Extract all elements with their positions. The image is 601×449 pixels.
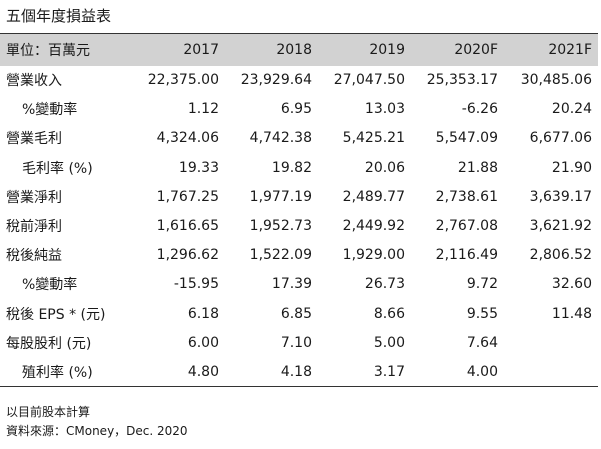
row-value-2018: 19.82 <box>271 159 312 176</box>
row-value-2019: 2,449.92 <box>342 218 405 235</box>
footnotes: 以目前股本計算 資料來源：CMoney，Dec. 2020 <box>6 403 188 441</box>
row-label: 稅後 EPS * (元) <box>6 306 106 323</box>
row-value-2021f: 20.24 <box>551 101 592 118</box>
table-row: 每股股利 (元) 6.00 7.10 5.00 7.64 <box>0 328 598 357</box>
income-statement-table: 單位：百萬元 2017 2018 2019 2020F 2021F 營業收入 22… <box>0 33 598 388</box>
row-value-2019: 20.06 <box>364 159 405 176</box>
table-row: 稅後 EPS * (元) 6.18 6.85 8.66 9.55 11.48 <box>0 299 598 328</box>
row-value-2021f: 32.60 <box>551 276 592 293</box>
row-value-2019: 8.66 <box>373 305 405 322</box>
table-row: 稅前淨利 1,616.65 1,952.73 2,449.92 2,767.08 3,62… <box>0 211 598 240</box>
table-row: 殖利率 (%) 4.80 4.18 3.17 4.00 <box>0 357 598 388</box>
row-value-2017: 22,375.00 <box>147 72 219 89</box>
header-2018: 2018 <box>225 33 318 66</box>
row-value-2017: 4.80 <box>132 357 225 388</box>
footnote-share-capital: 以目前股本計算 <box>6 405 91 419</box>
row-value-2020f: 7.64 <box>466 334 498 351</box>
income-statement-table-wrap: 單位：百萬元 2017 2018 2019 2020F 2021F 營業收入 22… <box>0 33 598 388</box>
row-label: 稅後純益 <box>6 248 62 265</box>
row-value-2021f: 3,639.17 <box>529 188 592 205</box>
row-value-2020f: 5,547.09 <box>435 130 498 147</box>
row-value-2020f: 2,116.49 <box>435 247 498 264</box>
row-value-2018: 1,977.19 <box>249 188 312 205</box>
row-value-2017: 1,296.62 <box>156 247 219 264</box>
row-value-2017: -15.95 <box>173 276 219 293</box>
table-row: 毛利率 (%) 19.33 19.82 20.06 21.88 21.90 <box>0 153 598 182</box>
row-label: %變動率 <box>22 102 78 119</box>
row-value-2017: 4,324.06 <box>156 130 219 147</box>
header-2020f: 2020F <box>411 33 504 66</box>
row-value-2021f: 11.48 <box>551 305 592 322</box>
row-value-2018: 6.95 <box>280 101 312 118</box>
row-value-2021f: 21.90 <box>551 159 592 176</box>
row-value-2018: 23,929.64 <box>240 72 312 89</box>
row-value-2018: 6.85 <box>280 305 312 322</box>
row-value-2017: 6.00 <box>187 334 219 351</box>
row-value-2017: 6.18 <box>187 305 219 322</box>
row-label: 營業收入 <box>6 73 62 90</box>
row-label: 稅前淨利 <box>6 219 62 236</box>
row-value-2017: 1.12 <box>187 101 219 118</box>
row-value-2019: 5.00 <box>373 334 405 351</box>
row-value-2018: 1,522.09 <box>249 247 312 264</box>
row-value-2021f: 6,677.06 <box>529 130 592 147</box>
row-value-2018: 7.10 <box>280 334 312 351</box>
row-value-2018: 17.39 <box>271 276 312 293</box>
row-value-2020f: 2,767.08 <box>435 218 498 235</box>
footnote-source: 資料來源：CMoney，Dec. 2020 <box>6 424 188 438</box>
row-value-2020f: -6.26 <box>461 101 498 118</box>
row-value-2019: 3.17 <box>318 357 411 388</box>
table-row: %變動率 -15.95 17.39 26.73 9.72 32.60 <box>0 270 598 299</box>
table-row: 營業淨利 1,767.25 1,977.19 2,489.77 2,738.61 3,63… <box>0 182 598 211</box>
row-label: 營業毛利 <box>6 131 62 148</box>
row-value-2019: 26.73 <box>364 276 405 293</box>
row-label: 毛利率 (%) <box>22 160 93 177</box>
table-header-row: 單位：百萬元 2017 2018 2019 2020F 2021F <box>0 33 598 66</box>
header-2021f: 2021F <box>504 33 598 66</box>
header-2017: 2017 <box>132 33 225 66</box>
row-label: %變動率 <box>22 277 78 294</box>
row-value-2020f: 4.00 <box>411 357 504 388</box>
row-value-2019: 2,489.77 <box>342 188 405 205</box>
row-value-2018: 4.18 <box>225 357 318 388</box>
table-row: %變動率 1.12 6.95 13.03 -6.26 20.24 <box>0 95 598 124</box>
row-value-2019: 13.03 <box>364 101 405 118</box>
row-value-2021f <box>504 328 598 357</box>
row-value-2021f: 30,485.06 <box>520 72 592 89</box>
row-value-2017: 19.33 <box>178 159 219 176</box>
row-label: 營業淨利 <box>6 189 62 206</box>
row-value-2020f: 25,353.17 <box>426 72 498 89</box>
row-value-2017: 1,616.65 <box>156 218 219 235</box>
row-label: 每股股利 (元) <box>6 335 92 352</box>
table-row: 稅後純益 1,296.62 1,522.09 1,929.00 2,116.49 2,80… <box>0 241 598 270</box>
row-value-2019: 5,425.21 <box>342 130 405 147</box>
header-unit: 單位：百萬元 <box>0 33 132 66</box>
row-value-2021f: 2,806.52 <box>529 247 592 264</box>
row-value-2019: 1,929.00 <box>342 247 405 264</box>
table-body: 營業收入 22,375.00 23,929.64 27,047.50 25,353.17… <box>0 66 598 388</box>
table-row: 營業毛利 4,324.06 4,742.38 5,425.21 5,547.09 6,67… <box>0 124 598 153</box>
row-value-2019: 27,047.50 <box>333 72 405 89</box>
row-value-2021f: 3,621.92 <box>529 218 592 235</box>
row-value-2021f <box>504 357 598 388</box>
page-title: 五個年度損益表 <box>6 7 112 25</box>
row-value-2018: 1,952.73 <box>249 218 312 235</box>
row-value-2020f: 21.88 <box>457 159 498 176</box>
header-2019: 2019 <box>318 33 411 66</box>
row-label: 殖利率 (%) <box>0 357 132 388</box>
row-value-2017: 1,767.25 <box>156 188 219 205</box>
row-value-2020f: 9.55 <box>466 305 498 322</box>
row-value-2020f: 9.72 <box>466 276 498 293</box>
table-row: 營業收入 22,375.00 23,929.64 27,047.50 25,353.17… <box>0 66 598 95</box>
row-value-2018: 4,742.38 <box>249 130 312 147</box>
row-value-2020f: 2,738.61 <box>435 188 498 205</box>
